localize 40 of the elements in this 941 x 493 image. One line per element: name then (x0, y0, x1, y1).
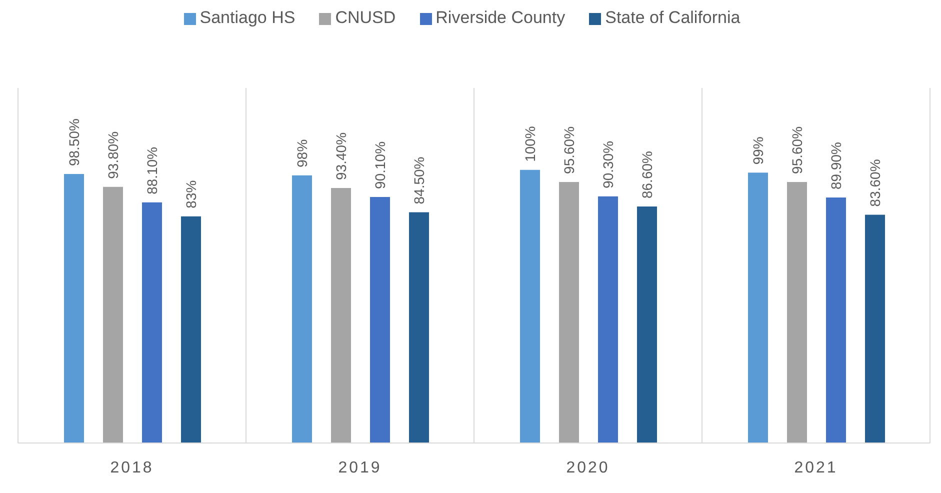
legend-label: Santiago HS (200, 8, 296, 27)
data-label: 90.30% (600, 140, 616, 188)
x-tick-label: 2019 (338, 459, 382, 476)
bar (103, 186, 123, 443)
data-label: 83.60% (867, 159, 883, 207)
x-tick-label: 2021 (794, 459, 838, 476)
bar (64, 174, 84, 443)
bar (748, 172, 768, 443)
bar (181, 216, 201, 443)
legend-label: Riverside County (436, 8, 566, 27)
data-label: 95.60% (789, 126, 805, 174)
data-label: 100% (522, 126, 538, 162)
data-label: 98.50% (66, 118, 82, 166)
data-label: 98% (294, 139, 310, 168)
data-label: 89.90% (828, 142, 844, 190)
data-label: 88.10% (144, 146, 160, 194)
data-label: 95.60% (561, 126, 577, 174)
bar (292, 175, 312, 443)
bar (370, 196, 390, 443)
bar (331, 188, 351, 443)
bar (865, 214, 885, 443)
data-label: 93.80% (105, 131, 121, 179)
legend-label: CNUSD (335, 8, 396, 27)
x-tick-label: 2018 (110, 459, 154, 476)
data-label: 93.40% (333, 132, 349, 180)
bar (520, 170, 540, 443)
legend-label: State of California (605, 8, 740, 27)
bar (142, 202, 162, 443)
x-tick-label: 2020 (566, 459, 610, 476)
bar (598, 196, 618, 443)
bar (826, 198, 846, 443)
bar (637, 206, 657, 443)
data-label: 83% (183, 180, 199, 208)
bar (559, 182, 579, 443)
data-label: 99% (750, 136, 766, 165)
bar (787, 182, 807, 443)
data-label: 84.50% (411, 156, 427, 204)
bar (409, 212, 429, 443)
data-label: 86.60% (639, 151, 655, 199)
data-label: 90.10% (372, 141, 388, 189)
